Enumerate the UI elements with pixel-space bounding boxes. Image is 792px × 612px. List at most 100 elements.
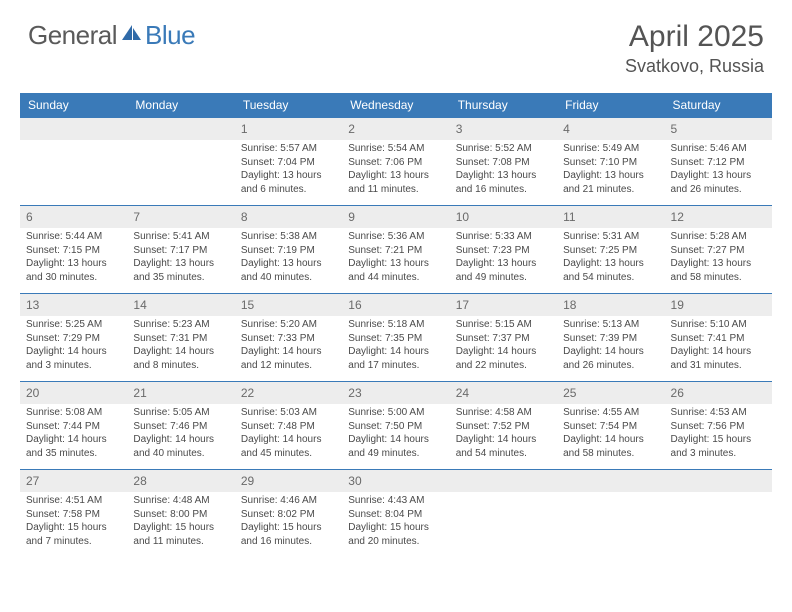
day-header: Thursday [450, 93, 557, 118]
sunrise-text: Sunrise: 4:51 AM [26, 494, 121, 508]
sunset-text: Sunset: 7:15 PM [26, 244, 121, 258]
day-header: Saturday [665, 93, 772, 118]
sunrise-text: Sunrise: 4:53 AM [671, 406, 766, 420]
calendar-cell: 17Sunrise: 5:15 AMSunset: 7:37 PMDayligh… [450, 294, 557, 382]
daylight-line2: and 22 minutes. [456, 359, 551, 373]
daylight-line2: and 40 minutes. [133, 447, 228, 461]
sunrise-text: Sunrise: 5:20 AM [241, 318, 336, 332]
calendar-cell: 25Sunrise: 4:55 AMSunset: 7:54 PMDayligh… [557, 382, 664, 470]
day-number-empty [665, 470, 772, 492]
sunset-text: Sunset: 7:25 PM [563, 244, 658, 258]
calendar-body: 1Sunrise: 5:57 AMSunset: 7:04 PMDaylight… [20, 118, 772, 558]
day-number-empty [20, 118, 127, 140]
sunrise-text: Sunrise: 5:54 AM [348, 142, 443, 156]
header: General Blue April 2025 Svatkovo, Russia [0, 0, 792, 85]
sunset-text: Sunset: 7:08 PM [456, 156, 551, 170]
sunset-text: Sunset: 7:06 PM [348, 156, 443, 170]
day-number: 12 [665, 206, 772, 228]
calendar-cell: 23Sunrise: 5:00 AMSunset: 7:50 PMDayligh… [342, 382, 449, 470]
daylight-line1: Daylight: 15 hours [133, 521, 228, 535]
daylight-line1: Daylight: 13 hours [348, 169, 443, 183]
daylight-line2: and 54 minutes. [456, 447, 551, 461]
daylight-line1: Daylight: 14 hours [563, 345, 658, 359]
daylight-line1: Daylight: 13 hours [563, 257, 658, 271]
daylight-line1: Daylight: 14 hours [26, 433, 121, 447]
sunset-text: Sunset: 7:37 PM [456, 332, 551, 346]
day-number: 28 [127, 470, 234, 492]
day-number: 25 [557, 382, 664, 404]
sunrise-text: Sunrise: 5:41 AM [133, 230, 228, 244]
daylight-line1: Daylight: 15 hours [348, 521, 443, 535]
day-number: 2 [342, 118, 449, 140]
sunrise-text: Sunrise: 4:55 AM [563, 406, 658, 420]
daylight-line2: and 11 minutes. [348, 183, 443, 197]
day-header: Tuesday [235, 93, 342, 118]
sunset-text: Sunset: 7:35 PM [348, 332, 443, 346]
sunrise-text: Sunrise: 5:10 AM [671, 318, 766, 332]
day-number: 6 [20, 206, 127, 228]
logo: General Blue [28, 20, 195, 51]
day-number: 24 [450, 382, 557, 404]
daylight-line2: and 44 minutes. [348, 271, 443, 285]
daylight-line1: Daylight: 14 hours [563, 433, 658, 447]
day-number: 11 [557, 206, 664, 228]
day-header: Friday [557, 93, 664, 118]
sunrise-text: Sunrise: 5:36 AM [348, 230, 443, 244]
sunset-text: Sunset: 7:23 PM [456, 244, 551, 258]
sunrise-text: Sunrise: 5:08 AM [26, 406, 121, 420]
calendar-cell: 21Sunrise: 5:05 AMSunset: 7:46 PMDayligh… [127, 382, 234, 470]
daylight-line2: and 35 minutes. [26, 447, 121, 461]
title-block: April 2025 Svatkovo, Russia [625, 20, 764, 77]
calendar-cell: 29Sunrise: 4:46 AMSunset: 8:02 PMDayligh… [235, 470, 342, 558]
calendar-cell: 4Sunrise: 5:49 AMSunset: 7:10 PMDaylight… [557, 118, 664, 206]
sunset-text: Sunset: 7:46 PM [133, 420, 228, 434]
day-number: 13 [20, 294, 127, 316]
sunrise-text: Sunrise: 5:00 AM [348, 406, 443, 420]
sunset-text: Sunset: 7:39 PM [563, 332, 658, 346]
daylight-line1: Daylight: 13 hours [671, 257, 766, 271]
calendar-cell: 12Sunrise: 5:28 AMSunset: 7:27 PMDayligh… [665, 206, 772, 294]
day-header-row: Sunday Monday Tuesday Wednesday Thursday… [20, 93, 772, 118]
daylight-line2: and 58 minutes. [563, 447, 658, 461]
daylight-line2: and 30 minutes. [26, 271, 121, 285]
daylight-line2: and 3 minutes. [26, 359, 121, 373]
daylight-line1: Daylight: 15 hours [26, 521, 121, 535]
day-number: 30 [342, 470, 449, 492]
sunset-text: Sunset: 7:44 PM [26, 420, 121, 434]
daylight-line2: and 16 minutes. [241, 535, 336, 549]
day-header: Sunday [20, 93, 127, 118]
daylight-line2: and 45 minutes. [241, 447, 336, 461]
calendar-cell: 3Sunrise: 5:52 AMSunset: 7:08 PMDaylight… [450, 118, 557, 206]
calendar-cell: 10Sunrise: 5:33 AMSunset: 7:23 PMDayligh… [450, 206, 557, 294]
calendar-cell: 6Sunrise: 5:44 AMSunset: 7:15 PMDaylight… [20, 206, 127, 294]
sunrise-text: Sunrise: 5:38 AM [241, 230, 336, 244]
day-number-empty [127, 118, 234, 140]
sunset-text: Sunset: 7:19 PM [241, 244, 336, 258]
calendar-cell: 14Sunrise: 5:23 AMSunset: 7:31 PMDayligh… [127, 294, 234, 382]
logo-text-general: General [28, 20, 117, 51]
calendar-cell: 15Sunrise: 5:20 AMSunset: 7:33 PMDayligh… [235, 294, 342, 382]
daylight-line1: Daylight: 13 hours [671, 169, 766, 183]
daylight-line2: and 17 minutes. [348, 359, 443, 373]
daylight-line1: Daylight: 15 hours [671, 433, 766, 447]
calendar-cell: 19Sunrise: 5:10 AMSunset: 7:41 PMDayligh… [665, 294, 772, 382]
day-number: 4 [557, 118, 664, 140]
sunrise-text: Sunrise: 5:25 AM [26, 318, 121, 332]
sunset-text: Sunset: 7:50 PM [348, 420, 443, 434]
sunrise-text: Sunrise: 4:43 AM [348, 494, 443, 508]
day-number: 16 [342, 294, 449, 316]
day-number-empty [450, 470, 557, 492]
day-number: 18 [557, 294, 664, 316]
daylight-line1: Daylight: 14 hours [456, 345, 551, 359]
daylight-line2: and 58 minutes. [671, 271, 766, 285]
daylight-line1: Daylight: 14 hours [133, 345, 228, 359]
daylight-line1: Daylight: 13 hours [241, 257, 336, 271]
calendar-cell: 16Sunrise: 5:18 AMSunset: 7:35 PMDayligh… [342, 294, 449, 382]
daylight-line2: and 26 minutes. [563, 359, 658, 373]
daylight-line2: and 16 minutes. [456, 183, 551, 197]
sunrise-text: Sunrise: 4:58 AM [456, 406, 551, 420]
calendar-cell: 11Sunrise: 5:31 AMSunset: 7:25 PMDayligh… [557, 206, 664, 294]
daylight-line1: Daylight: 14 hours [671, 345, 766, 359]
sunset-text: Sunset: 7:29 PM [26, 332, 121, 346]
daylight-line2: and 26 minutes. [671, 183, 766, 197]
